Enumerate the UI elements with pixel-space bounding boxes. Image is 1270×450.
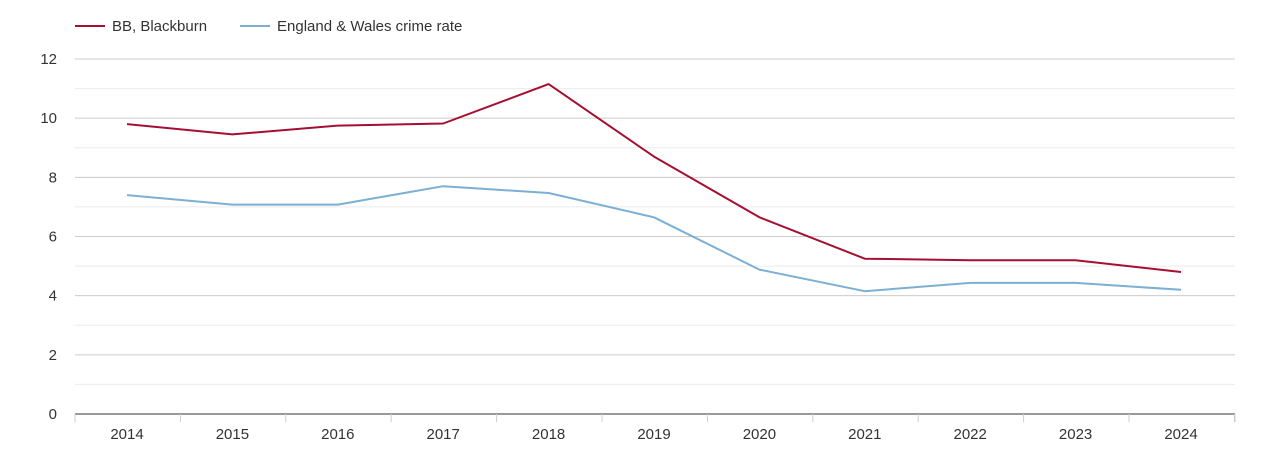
- series-line-blackburn: [126, 83, 1182, 273]
- y-tick-label: 4: [49, 288, 57, 305]
- y-tick-label: 0: [49, 406, 57, 423]
- x-tick-label: 2021: [848, 426, 881, 443]
- x-tick-label: 2019: [637, 426, 670, 443]
- gridlines: [75, 58, 1235, 385]
- legend: BB, Blackburn England & Wales crime rate: [75, 18, 462, 35]
- legend-item-blackburn[interactable]: BB, Blackburn: [75, 18, 207, 35]
- legend-item-england-wales[interactable]: England & Wales crime rate: [240, 18, 462, 35]
- legend-label-england-wales: England & Wales crime rate: [277, 18, 462, 35]
- x-tick-label: 2014: [110, 426, 143, 443]
- x-tick-label: 2018: [532, 426, 565, 443]
- x-tick-label: 2017: [427, 426, 460, 443]
- y-tick-label: 10: [40, 110, 57, 127]
- x-tick-label: 2023: [1059, 426, 1092, 443]
- x-tick-label: 2016: [321, 426, 354, 443]
- y-tick-label: 12: [40, 51, 57, 68]
- y-tick-label: 2: [49, 347, 57, 364]
- series-lines: [126, 83, 1182, 293]
- x-tick-label: 2020: [743, 426, 776, 443]
- y-tick-label: 8: [49, 169, 57, 186]
- legend-label-blackburn: BB, Blackburn: [112, 18, 207, 35]
- x-tick-label: 2022: [954, 426, 987, 443]
- y-axis: 0 2 4 6 8 10 12: [40, 51, 57, 423]
- x-axis: 2014 2015 2016 2017 2018 2019 2020 2021 2022 2023…: [74, 413, 1236, 443]
- x-tick-label: 2024: [1164, 426, 1197, 443]
- y-tick-label: 6: [49, 229, 57, 246]
- x-tick-label: 2015: [216, 426, 249, 443]
- series-line-england-wales: [126, 185, 1182, 293]
